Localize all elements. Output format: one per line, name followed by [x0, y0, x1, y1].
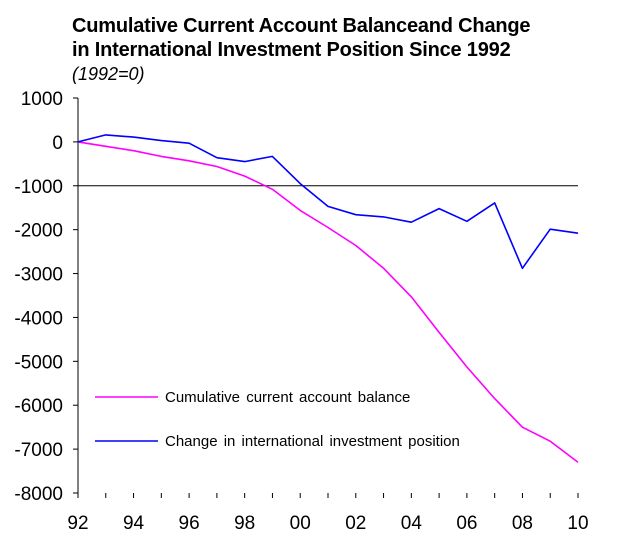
y-tick-label: -4000 — [14, 308, 63, 329]
series-group — [77, 134, 579, 463]
y-tick-label: -1000 — [14, 177, 63, 198]
x-tick-label: 02 — [345, 513, 366, 534]
x-tick-label: 92 — [67, 513, 88, 534]
y-tick-label: 0 — [52, 133, 63, 154]
chart-title-line-1: Cumulative Current Account Balanceand Ch… — [72, 15, 531, 37]
x-tick-label: 10 — [567, 513, 588, 534]
y-tick-label: -8000 — [14, 484, 63, 505]
x-tick-label: 94 — [123, 513, 145, 534]
y-tick-label: -3000 — [14, 265, 63, 286]
series-line-2 — [77, 134, 579, 270]
x-tick-label: 96 — [179, 513, 200, 534]
legend: Cumulative current account balance Change… — [95, 389, 460, 450]
chart-axes — [73, 97, 579, 498]
x-tick-label: 00 — [290, 513, 311, 534]
tick-labels: 10000-1000-2000-3000-4000-5000-6000-7000… — [14, 89, 588, 534]
y-tick-label: 1000 — [21, 89, 63, 110]
chart-title-line-2: in International Investment Position Sin… — [72, 39, 511, 61]
y-tick-label: -2000 — [14, 221, 63, 242]
legend-label-1: Cumulative current account balance — [165, 389, 410, 406]
x-tick-label: 08 — [512, 513, 533, 534]
x-tick-label: 06 — [456, 513, 477, 534]
y-tick-label: -5000 — [14, 352, 63, 373]
legend-label-2: Change in international investment posit… — [165, 433, 460, 450]
x-tick-label: 04 — [401, 513, 423, 534]
chart-title: Cumulative Current Account Balanceand Ch… — [72, 14, 612, 62]
y-tick-label: -6000 — [14, 396, 63, 417]
x-tick-label: 98 — [234, 513, 255, 534]
chart-subtitle: (1992=0) — [72, 64, 145, 84]
series-line-1 — [77, 141, 579, 463]
y-tick-label: -7000 — [14, 440, 63, 461]
